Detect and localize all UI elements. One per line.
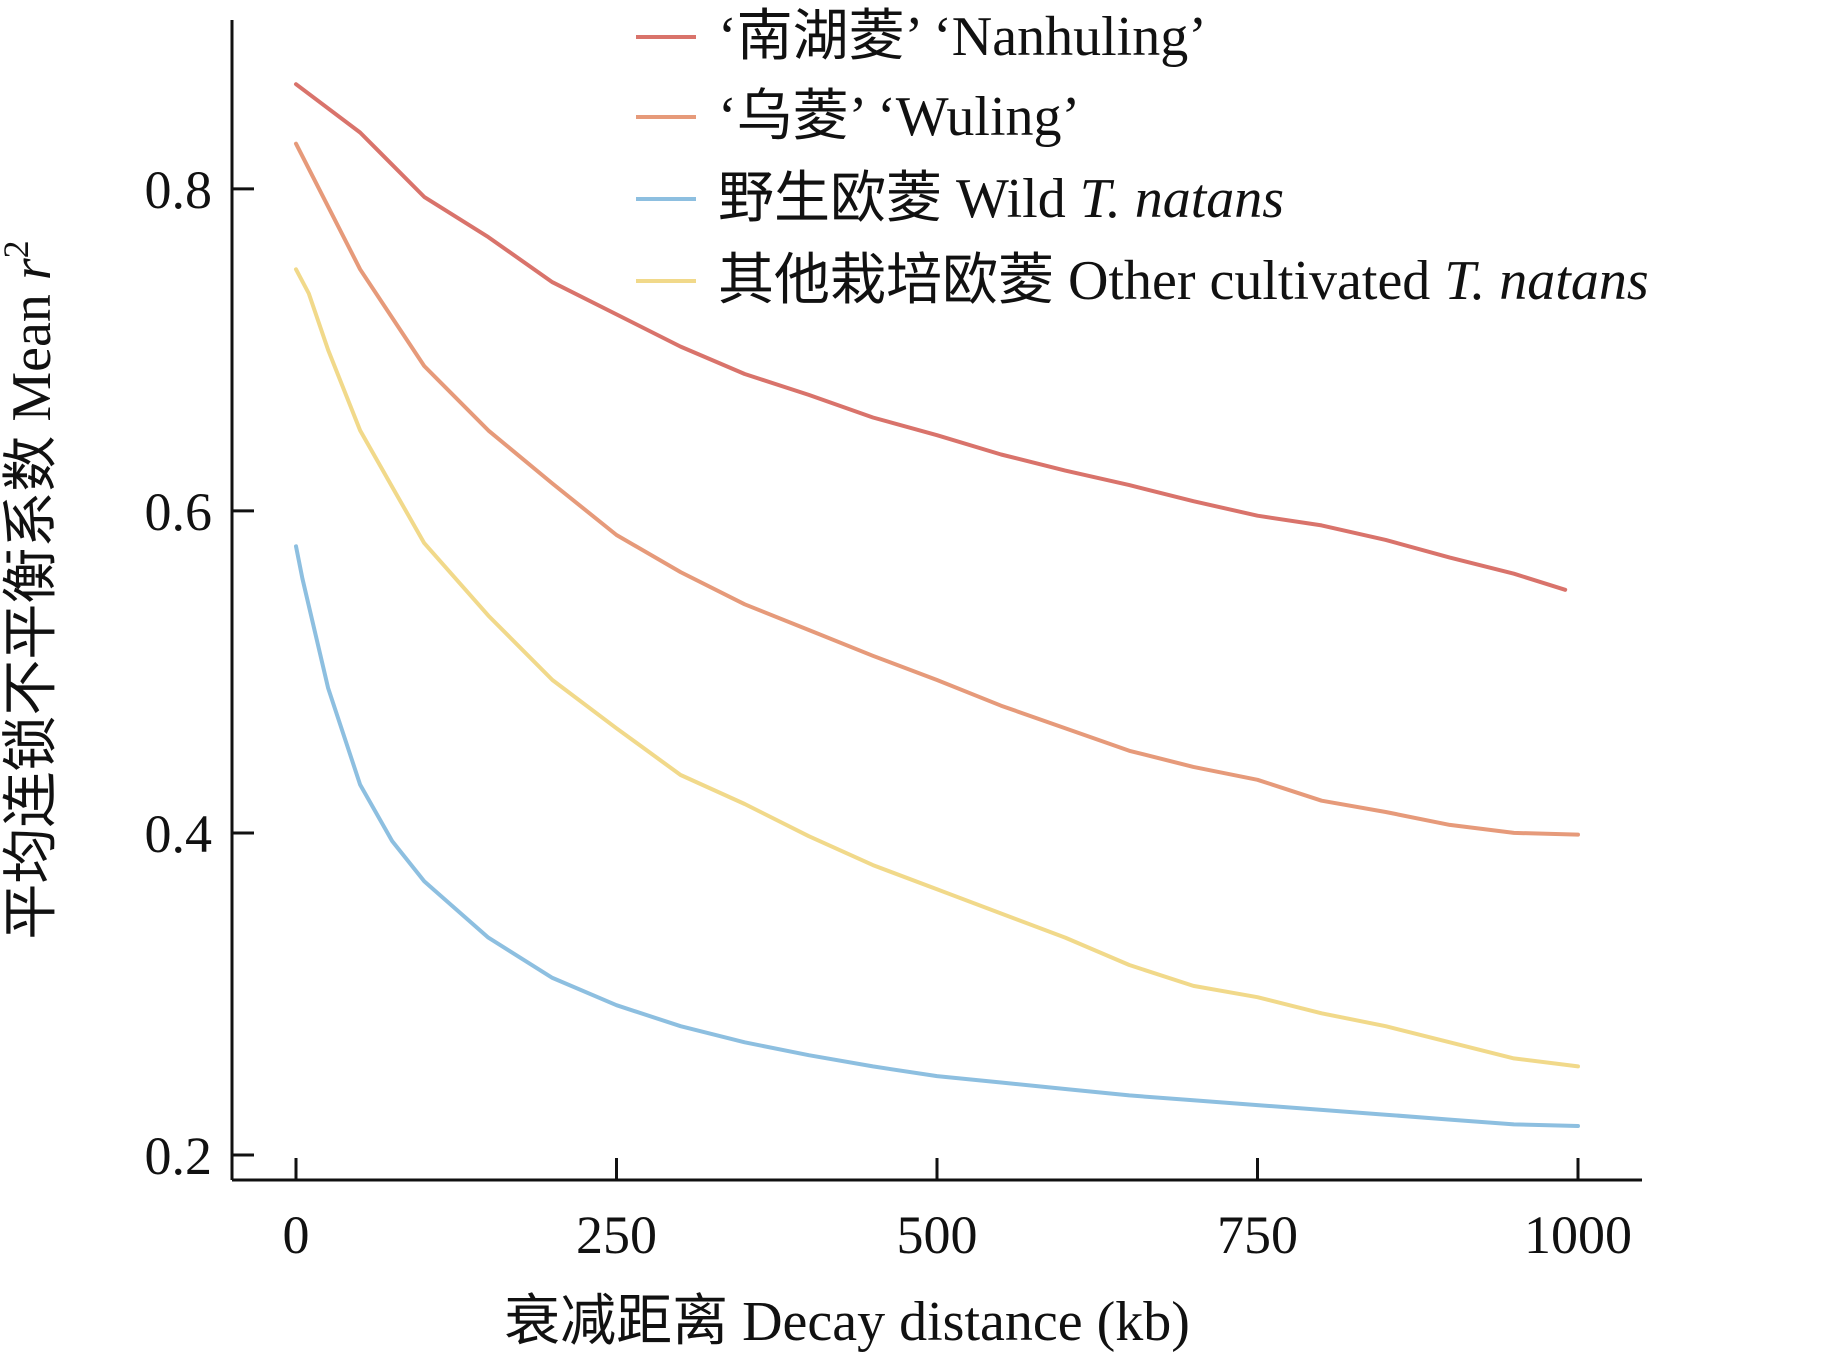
x-tick-label: 1000 — [1524, 1205, 1632, 1265]
y-ticks: 0.2 0.4 0.6 0.8 — [145, 160, 254, 1186]
series-line-wuling — [294, 141, 1580, 837]
legend-item-wild: 野生欧菱 Wild T. natans — [636, 168, 1284, 230]
series-line-wild — [294, 544, 1580, 1128]
legend-label-other-species: T. natans — [1444, 250, 1648, 312]
legend-label-wild-text: 野生欧菱 Wild — [718, 168, 1080, 230]
x-tick-label: 750 — [1217, 1205, 1298, 1265]
y-tick-label: 0.6 — [145, 482, 213, 542]
y-axis-title-text: 平均连锁不平衡系数 Mean — [1, 280, 63, 940]
x-tick-label: 250 — [576, 1205, 657, 1265]
series-lines — [294, 82, 1580, 1128]
y-tick-label: 0.2 — [145, 1126, 213, 1186]
legend-label-wild: 野生欧菱 Wild T. natans — [718, 168, 1284, 230]
x-tick-label: 0 — [283, 1205, 310, 1265]
legend-label-wild-species: T. natans — [1080, 168, 1284, 230]
legend-label-wuling: ‘乌菱’ ‘Wuling’ — [718, 86, 1080, 148]
x-ticks: 0 250 500 750 1000 — [283, 1158, 1632, 1265]
legend-item-nanhuling: ‘南湖菱’ ‘Nanhuling’ — [636, 6, 1207, 68]
legend: ‘南湖菱’ ‘Nanhuling’ ‘乌菱’ ‘Wuling’ 野生欧菱 Wil… — [636, 6, 1649, 312]
legend-label-nanhuling: ‘南湖菱’ ‘Nanhuling’ — [718, 6, 1207, 68]
series-line-nanhuling — [294, 82, 1568, 592]
legend-label-other-text: 其他栽培欧菱 Other cultivated — [718, 250, 1444, 312]
series-line-other-cultivated — [294, 267, 1580, 1069]
y-axis-title-power: 2 — [0, 240, 36, 258]
legend-item-other-cultivated: 其他栽培欧菱 Other cultivated T. natans — [636, 250, 1649, 312]
y-axis-title-symbol: r — [1, 258, 63, 280]
legend-label-other-cultivated: 其他栽培欧菱 Other cultivated T. natans — [718, 250, 1649, 312]
y-tick-label: 0.8 — [145, 160, 213, 220]
legend-item-wuling: ‘乌菱’ ‘Wuling’ — [636, 86, 1080, 148]
y-tick-label: 0.4 — [145, 804, 213, 864]
y-axis-title: 平均连锁不平衡系数 Mean r2 — [0, 240, 63, 939]
x-axis-title: 衰减距离 Decay distance (kb) — [504, 1291, 1190, 1353]
x-tick-label: 500 — [897, 1205, 978, 1265]
